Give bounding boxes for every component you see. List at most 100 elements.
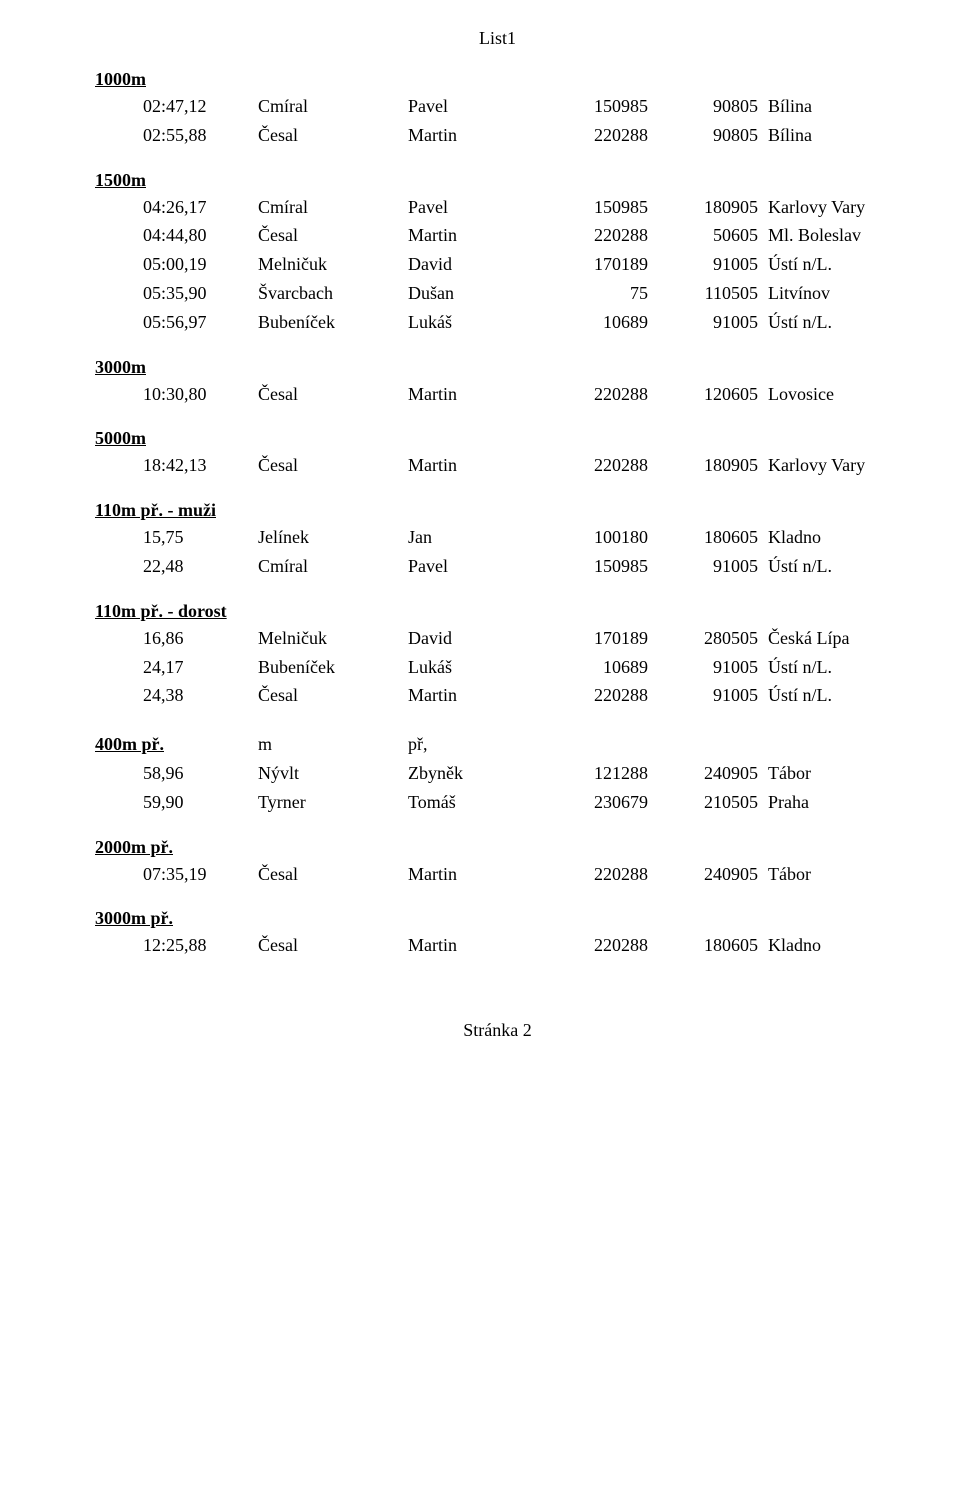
cell-c4: 220288 (538, 221, 668, 250)
cell-c1: 12:25,88 (143, 931, 258, 960)
table-row: 02:47,12CmíralPavel15098590805Bílina (95, 92, 900, 121)
cell-c1: 10:30,80 (143, 380, 258, 409)
table-row: 22,48CmíralPavel15098591005Ústí n/L. (95, 552, 900, 581)
cell-c2: Cmíral (258, 552, 408, 581)
cell-c3: Zbyněk (408, 759, 538, 788)
cell-c5: 210505 (668, 788, 768, 817)
cell-c5: 240905 (668, 759, 768, 788)
table-row: 18:42,13ČesalMartin220288180905Karlovy V… (95, 451, 900, 480)
cell-c4: 220288 (538, 380, 668, 409)
cell-c4: 10689 (538, 308, 668, 337)
cell-c2: Nývlt (258, 759, 408, 788)
cell-c6: Kladno (768, 523, 900, 552)
cell-c1: 02:47,12 (143, 92, 258, 121)
cell-c3: Pavel (408, 193, 538, 222)
cell-c5: 90805 (668, 92, 768, 121)
cell-c6: Ústí n/L. (768, 308, 900, 337)
header-col-pr: př, (408, 730, 538, 759)
table-row: 10:30,80ČesalMartin220288120605Lovosice (95, 380, 900, 409)
cell-c6: Litvínov (768, 279, 900, 308)
cell-c2: Česal (258, 931, 408, 960)
cell-c5: 91005 (668, 681, 768, 710)
section-title: 3000m př. (95, 908, 900, 929)
section-title: 5000m (95, 428, 900, 449)
table-row: 07:35,19ČesalMartin220288240905Tábor (95, 860, 900, 889)
cell-c2: Cmíral (258, 193, 408, 222)
cell-c3: Martin (408, 451, 538, 480)
cell-c3: Martin (408, 931, 538, 960)
cell-c5: 110505 (668, 279, 768, 308)
cell-c2: Česal (258, 860, 408, 889)
section-title: 1000m (95, 69, 900, 90)
cell-c2: Bubeníček (258, 653, 408, 682)
cell-c6: Ústí n/L. (768, 653, 900, 682)
cell-c2: Tyrner (258, 788, 408, 817)
cell-c3: Dušan (408, 279, 538, 308)
cell-c5: 90805 (668, 121, 768, 150)
cell-c6: Praha (768, 788, 900, 817)
cell-c2: Jelínek (258, 523, 408, 552)
cell-c3: Martin (408, 121, 538, 150)
cell-c1: 02:55,88 (143, 121, 258, 150)
cell-c2: Melničuk (258, 250, 408, 279)
cell-c6: Lovosice (768, 380, 900, 409)
table-row: 04:26,17CmíralPavel150985180905Karlovy V… (95, 193, 900, 222)
cell-c4: 220288 (538, 451, 668, 480)
cell-c4: 220288 (538, 681, 668, 710)
section-title: 3000m (95, 357, 900, 378)
cell-c4: 10689 (538, 653, 668, 682)
table-row: 15,75JelínekJan100180180605Kladno (95, 523, 900, 552)
cell-c4: 230679 (538, 788, 668, 817)
cell-c5: 50605 (668, 221, 768, 250)
cell-c6: Bílina (768, 121, 900, 150)
cell-c3: Pavel (408, 92, 538, 121)
table-row: 05:35,90ŠvarcbachDušan75110505Litvínov (95, 279, 900, 308)
cell-c2: Česal (258, 380, 408, 409)
cell-c2: Švarcbach (258, 279, 408, 308)
section-header-400: 400m př.mpř, (95, 730, 900, 759)
cell-c4: 75 (538, 279, 668, 308)
cell-c2: Česal (258, 121, 408, 150)
cell-c1: 22,48 (143, 552, 258, 581)
cell-c6: Tábor (768, 860, 900, 889)
cell-c5: 120605 (668, 380, 768, 409)
cell-c3: Martin (408, 221, 538, 250)
table-row: 12:25,88ČesalMartin220288180605Kladno (95, 931, 900, 960)
cell-c1: 05:35,90 (143, 279, 258, 308)
header-col-m: m (258, 730, 408, 759)
cell-c2: Česal (258, 451, 408, 480)
cell-c1: 24,17 (143, 653, 258, 682)
cell-c1: 58,96 (143, 759, 258, 788)
cell-c6: Česká Lípa (768, 624, 900, 653)
cell-c2: Melničuk (258, 624, 408, 653)
cell-c6: Bílina (768, 92, 900, 121)
cell-c1: 05:00,19 (143, 250, 258, 279)
cell-c1: 04:44,80 (143, 221, 258, 250)
cell-c4: 150985 (538, 92, 668, 121)
cell-c3: David (408, 250, 538, 279)
table-row: 58,96NývltZbyněk121288240905Tábor (95, 759, 900, 788)
cell-c6: Ústí n/L. (768, 552, 900, 581)
cell-c3: David (408, 624, 538, 653)
cell-c3: Lukáš (408, 308, 538, 337)
cell-c5: 91005 (668, 552, 768, 581)
cell-c1: 04:26,17 (143, 193, 258, 222)
cell-c6: Karlovy Vary (768, 193, 900, 222)
cell-c1: 07:35,19 (143, 860, 258, 889)
cell-c1: 15,75 (143, 523, 258, 552)
page-footer: Stránka 2 (95, 1020, 900, 1041)
table-row: 24,17BubeníčekLukáš1068991005Ústí n/L. (95, 653, 900, 682)
content: 1000m02:47,12CmíralPavel15098590805Bílin… (95, 69, 900, 960)
cell-c3: Lukáš (408, 653, 538, 682)
table-row: 16,86MelničukDavid170189280505Česká Lípa (95, 624, 900, 653)
cell-c2: Bubeníček (258, 308, 408, 337)
cell-c1: 16,86 (143, 624, 258, 653)
cell-c4: 100180 (538, 523, 668, 552)
cell-c1: 18:42,13 (143, 451, 258, 480)
section-title: 110m př. - muži (95, 500, 900, 521)
cell-c2: Cmíral (258, 92, 408, 121)
cell-c5: 240905 (668, 860, 768, 889)
page: List1 1000m02:47,12CmíralPavel1509859080… (0, 0, 960, 1081)
table-row: 24,38ČesalMartin22028891005Ústí n/L. (95, 681, 900, 710)
cell-c3: Pavel (408, 552, 538, 581)
